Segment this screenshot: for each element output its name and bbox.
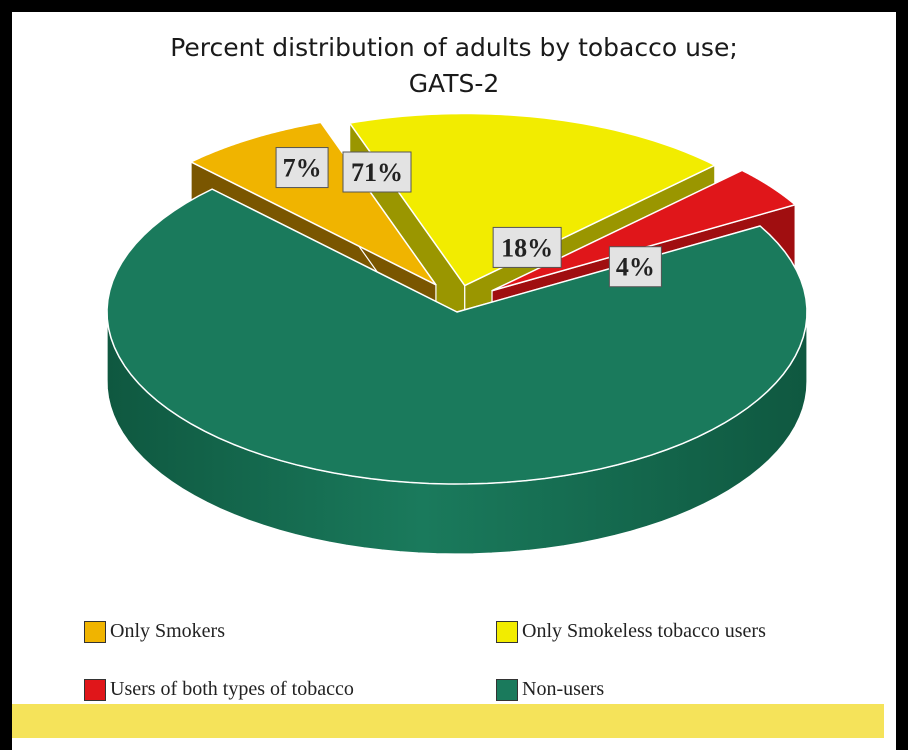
pie-chart: 71% 7% 18% 4% [106, 112, 808, 555]
data-label-text-users-of-both-types-of-tobacco: 4% [616, 253, 655, 282]
chart-title: Percent distribution of adults by tobacc… [12, 30, 896, 102]
data-label-text-only-smokers: 7% [283, 154, 322, 183]
data-label-text-only-smokeless-tobacco-users: 18% [501, 233, 553, 262]
data-label-only-smokers: 7% [275, 147, 329, 189]
data-label-users-of-both-types-of-tobacco: 4% [608, 246, 662, 288]
data-label-box-only-smokeless-tobacco-users [492, 226, 562, 268]
chart-title-line-2: GATS-2 [408, 69, 500, 98]
data-label-only-smokeless-tobacco-users: 18% [492, 226, 562, 268]
data-label-non-users: 71% [342, 151, 412, 193]
data-label-text-non-users: 71% [351, 158, 403, 187]
data-label-box-only-smokers [275, 147, 329, 189]
footer-strip [12, 704, 884, 738]
data-label-box-non-users [342, 151, 412, 193]
data-label-box-users-of-both-types-of-tobacco [608, 246, 662, 288]
chart-title-line-1: Percent distribution of adults by tobacc… [170, 33, 738, 62]
chart-panel: Percent distribution of adults by tobacc… [12, 12, 896, 750]
